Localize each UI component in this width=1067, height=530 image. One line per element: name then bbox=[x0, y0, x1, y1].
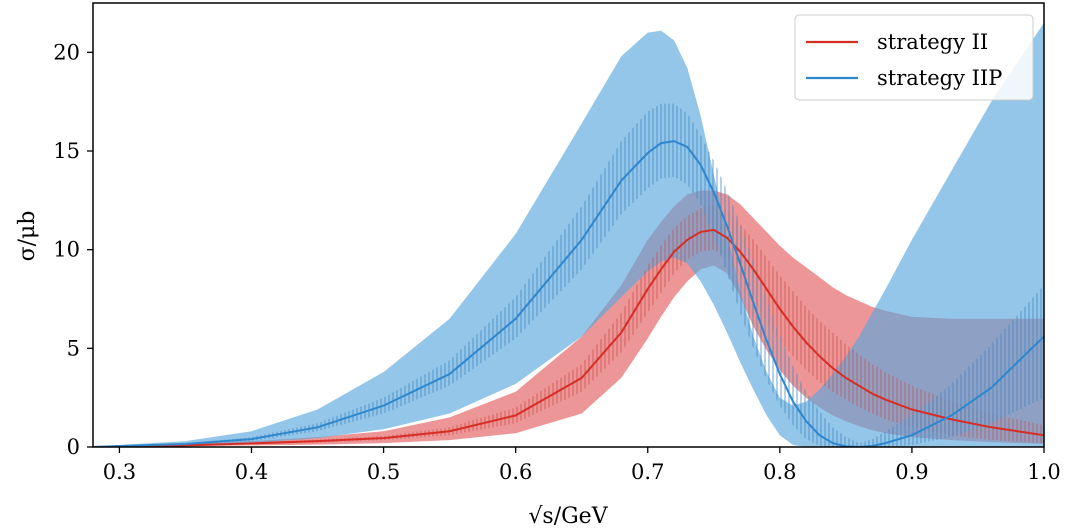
x-tick-label: 0.6 bbox=[499, 460, 532, 484]
y-tick-label: 5 bbox=[67, 336, 80, 360]
x-tick-label: 0.4 bbox=[235, 460, 268, 484]
x-tick-label: 0.3 bbox=[103, 460, 136, 484]
x-tick-label: 0.5 bbox=[367, 460, 400, 484]
y-axis-label: σ/μb bbox=[15, 211, 40, 262]
strategy-ii-outer-band bbox=[93, 190, 1044, 447]
legend: strategy II strategy IIP bbox=[794, 14, 1034, 101]
strategy-iip-inner-band bbox=[93, 103, 1044, 447]
y-tick-label: 10 bbox=[53, 238, 80, 262]
x-tick-label: 0.7 bbox=[631, 460, 664, 484]
x-axis-label: √s/GeV bbox=[528, 504, 608, 529]
x-tick-label: 1.0 bbox=[1027, 460, 1060, 484]
y-tick-label: 0 bbox=[67, 435, 80, 459]
y-tick-label: 20 bbox=[53, 40, 80, 64]
legend-label-strategy-ii: strategy II bbox=[877, 30, 988, 54]
x-tick-label: 0.9 bbox=[895, 460, 928, 484]
plot-frame bbox=[92, 2, 1045, 448]
legend-label-strategy-iip: strategy IIP bbox=[877, 66, 1002, 90]
strategy-ii-line bbox=[93, 228, 1044, 447]
x-tick-label: 0.8 bbox=[763, 460, 796, 484]
y-tick-label: 15 bbox=[53, 139, 80, 163]
